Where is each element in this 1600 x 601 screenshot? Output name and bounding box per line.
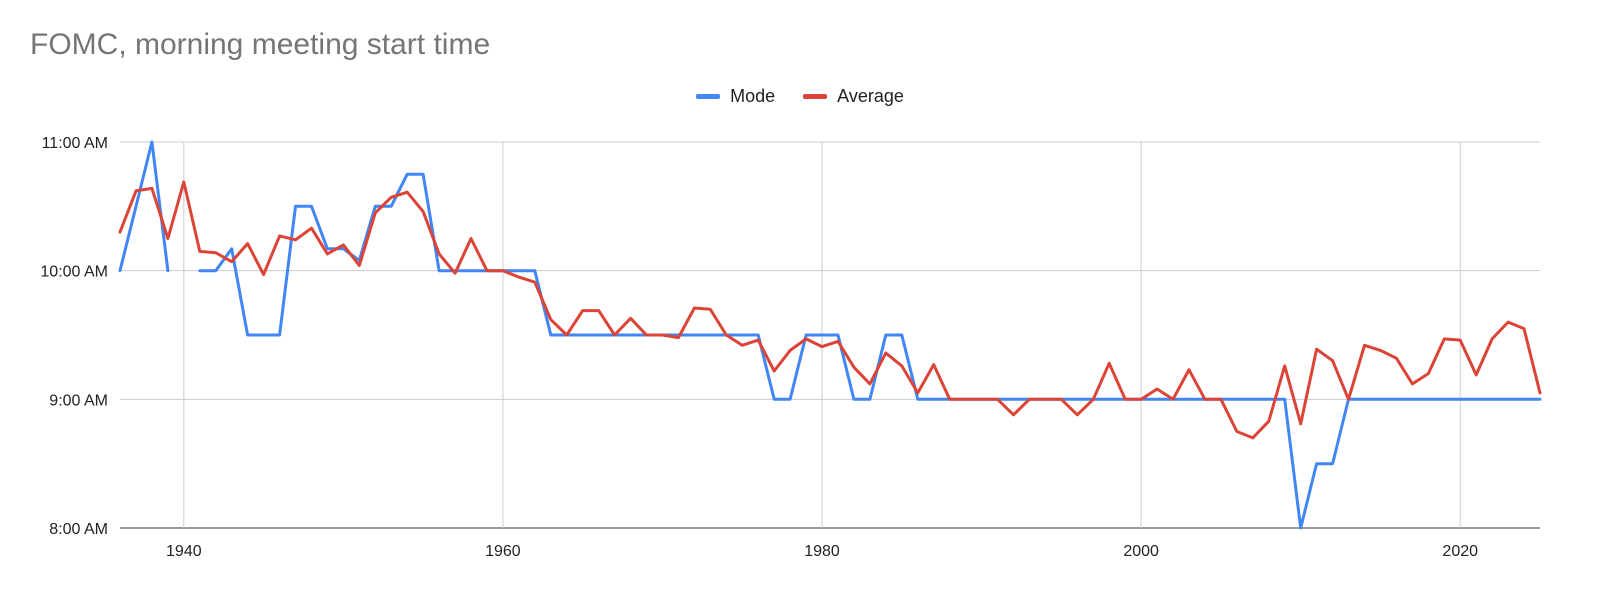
x-tick-label: 2020 [1442,543,1478,560]
legend-label-mode: Mode [730,86,776,106]
legend-item-mode: Mode [696,86,775,107]
series-line-average [118,180,1542,440]
x-tick-label: 2000 [1123,543,1159,560]
chart-title: FOMC, morning meeting start time [30,28,491,61]
legend-swatch-mode [696,94,721,99]
axis-labels: 8:00 AM 9:00 AM 10:00 AM 11:00 AM 1940 1960 19… [40,135,1478,560]
y-tick-label: 9:00 AM [49,392,108,409]
legend-label-average: Average [837,86,904,106]
x-tick-label: 1940 [166,543,202,560]
y-tick-label: 8:00 AM [49,521,108,538]
y-tick-label: 10:00 AM [40,264,108,281]
series-lines [118,140,1542,530]
y-tick-label: 11:00 AM [42,135,108,152]
series-line-mode [118,140,1542,530]
chart-legend: Mode Average [0,86,1600,107]
legend-swatch-average [803,94,828,99]
x-tick-label: 1980 [804,543,840,560]
x-tick-label: 1960 [485,543,521,560]
legend-item-average: Average [803,86,904,107]
